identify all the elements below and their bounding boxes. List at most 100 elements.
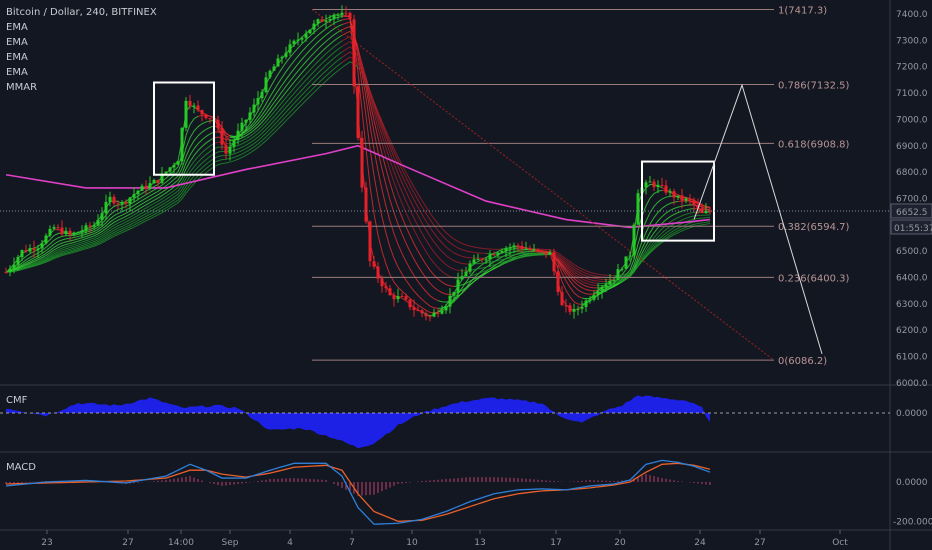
ema-ribbon-line: [149, 209, 167, 220]
candle-body: [196, 105, 200, 111]
ema-ribbon: [5, 14, 711, 317]
candle-body: [628, 255, 632, 257]
candle-body: [40, 243, 44, 249]
ema-ribbon-line: [21, 252, 39, 264]
candle-body: [524, 248, 528, 250]
candle-body: [184, 100, 188, 128]
ema-ribbon-line: [21, 249, 39, 260]
ema-ribbon-line: [165, 192, 183, 206]
ema-ribbon-line: [69, 235, 87, 242]
indicator-label-ema-2[interactable]: EMA: [6, 37, 28, 48]
time-axis-tick: 20: [614, 538, 626, 548]
ema-ribbon-line: [133, 205, 151, 216]
candle-body: [448, 295, 452, 307]
ema-ribbon-line: [421, 286, 439, 302]
price-axis-tick: 6100.0: [896, 353, 928, 363]
ema-ribbon-line: [101, 227, 119, 239]
ema-ribbon-line: [149, 198, 167, 210]
ema-ribbon-line: [277, 103, 295, 122]
ema-ribbon-line: [53, 248, 71, 256]
ema-ribbon-line: [53, 240, 71, 248]
candle-body: [224, 144, 228, 154]
candle-body: [244, 119, 248, 123]
candle-body: [528, 248, 532, 250]
indicator-label-mmar[interactable]: MMAR: [6, 82, 37, 93]
cmf-axis-tick: 0.0000: [896, 409, 928, 419]
candle-body: [376, 266, 380, 279]
ema-ribbon-line: [53, 237, 71, 245]
bar-countdown: 01:55:37: [894, 224, 932, 234]
ema-ribbon-line: [133, 211, 151, 221]
candle-body: [496, 252, 500, 256]
fib-trend-line: [311, 9, 775, 361]
candle-body: [416, 310, 420, 312]
ema-ribbon-line: [85, 235, 103, 244]
macd-title[interactable]: MACD: [6, 462, 36, 473]
ema-ribbon-line: [21, 260, 39, 269]
fib-level-label: 0.618(6908.8): [778, 139, 850, 150]
ema-ribbon-line: [245, 136, 263, 150]
macd-axis-tick: -200.0000: [893, 517, 932, 527]
ema-ribbon-line: [261, 83, 279, 111]
ema-ribbon-line: [293, 42, 311, 62]
candle-body: [240, 122, 244, 131]
ema-ribbon-line: [277, 75, 295, 98]
ema-ribbon-line: [677, 215, 695, 223]
ema-ribbon-line: [661, 224, 679, 237]
ema-ribbon-line: [645, 189, 663, 207]
fib-level-label: 0.786(7132.5): [778, 80, 850, 91]
indicator-label-ema-3[interactable]: EMA: [6, 52, 28, 63]
ema-ribbon-line: [117, 211, 135, 221]
candle-body: [88, 225, 92, 227]
candle-body: [264, 77, 268, 93]
candle-body: [232, 140, 236, 147]
macd-pane[interactable]: [5, 459, 711, 525]
candle-body: [28, 248, 32, 252]
candle-body: [660, 184, 664, 186]
ema-ribbon-line: [133, 198, 151, 210]
ema-ribbon-line: [117, 208, 135, 218]
ema-ribbon-line: [293, 63, 311, 83]
candle-body: [520, 246, 524, 249]
candle-body: [504, 248, 508, 252]
highlight-box: [641, 160, 715, 242]
time-axis[interactable]: 23 27 14:00 Sep 4 7 10 13 17 20 24 27 Oct: [41, 530, 848, 548]
fibonacci-retracement[interactable]: 1(7417.3) 0.786(7132.5) 0.618(6908.8) 0.382…: [311, 5, 850, 367]
ema-ribbon-line: [117, 214, 135, 224]
candle-body: [148, 183, 152, 189]
indicator-label-ema-1[interactable]: EMA: [6, 22, 28, 33]
price-pane[interactable]: [0, 0, 890, 384]
ema-ribbon-line: [133, 213, 151, 224]
cmf-pane[interactable]: [0, 395, 890, 449]
ema-ribbon-line: [69, 243, 87, 250]
time-axis-tick: 24: [694, 538, 706, 548]
ema-ribbon-line: [469, 251, 487, 254]
indicator-label-ema-4[interactable]: EMA: [6, 67, 28, 78]
ema-ribbon-line: [677, 211, 695, 219]
ema-ribbon-line: [405, 172, 423, 201]
candle-body: [672, 191, 676, 198]
candle-body: [132, 194, 136, 198]
ema-ribbon-line: [69, 246, 87, 253]
ema-ribbon-line: [693, 216, 711, 220]
candle-body: [96, 219, 100, 226]
ema-ribbon-line: [293, 69, 311, 89]
ema-ribbon-line: [165, 185, 183, 200]
ema-ribbon-line: [389, 170, 407, 213]
price-axis[interactable]: 7400.0 7300.0 7200.0 7100.0 7000.0 6900.0 6800…: [890, 10, 932, 527]
candle-body: [84, 225, 88, 231]
ema-ribbon-line: [245, 125, 263, 140]
candle-body: [260, 92, 264, 99]
ema-ribbon-line: [421, 257, 439, 280]
chart-title[interactable]: Bitcoin / Dollar, 240, BITFINEX: [6, 7, 157, 18]
cmf-title[interactable]: CMF: [6, 395, 28, 406]
ema-ribbon-line: [309, 80, 327, 97]
candle-body: [472, 259, 476, 264]
candle-body: [16, 257, 20, 265]
candle-body: [128, 197, 132, 204]
ema-ribbon-line: [421, 299, 439, 309]
candle-body: [20, 250, 24, 258]
ema-ribbon-line: [309, 75, 327, 92]
